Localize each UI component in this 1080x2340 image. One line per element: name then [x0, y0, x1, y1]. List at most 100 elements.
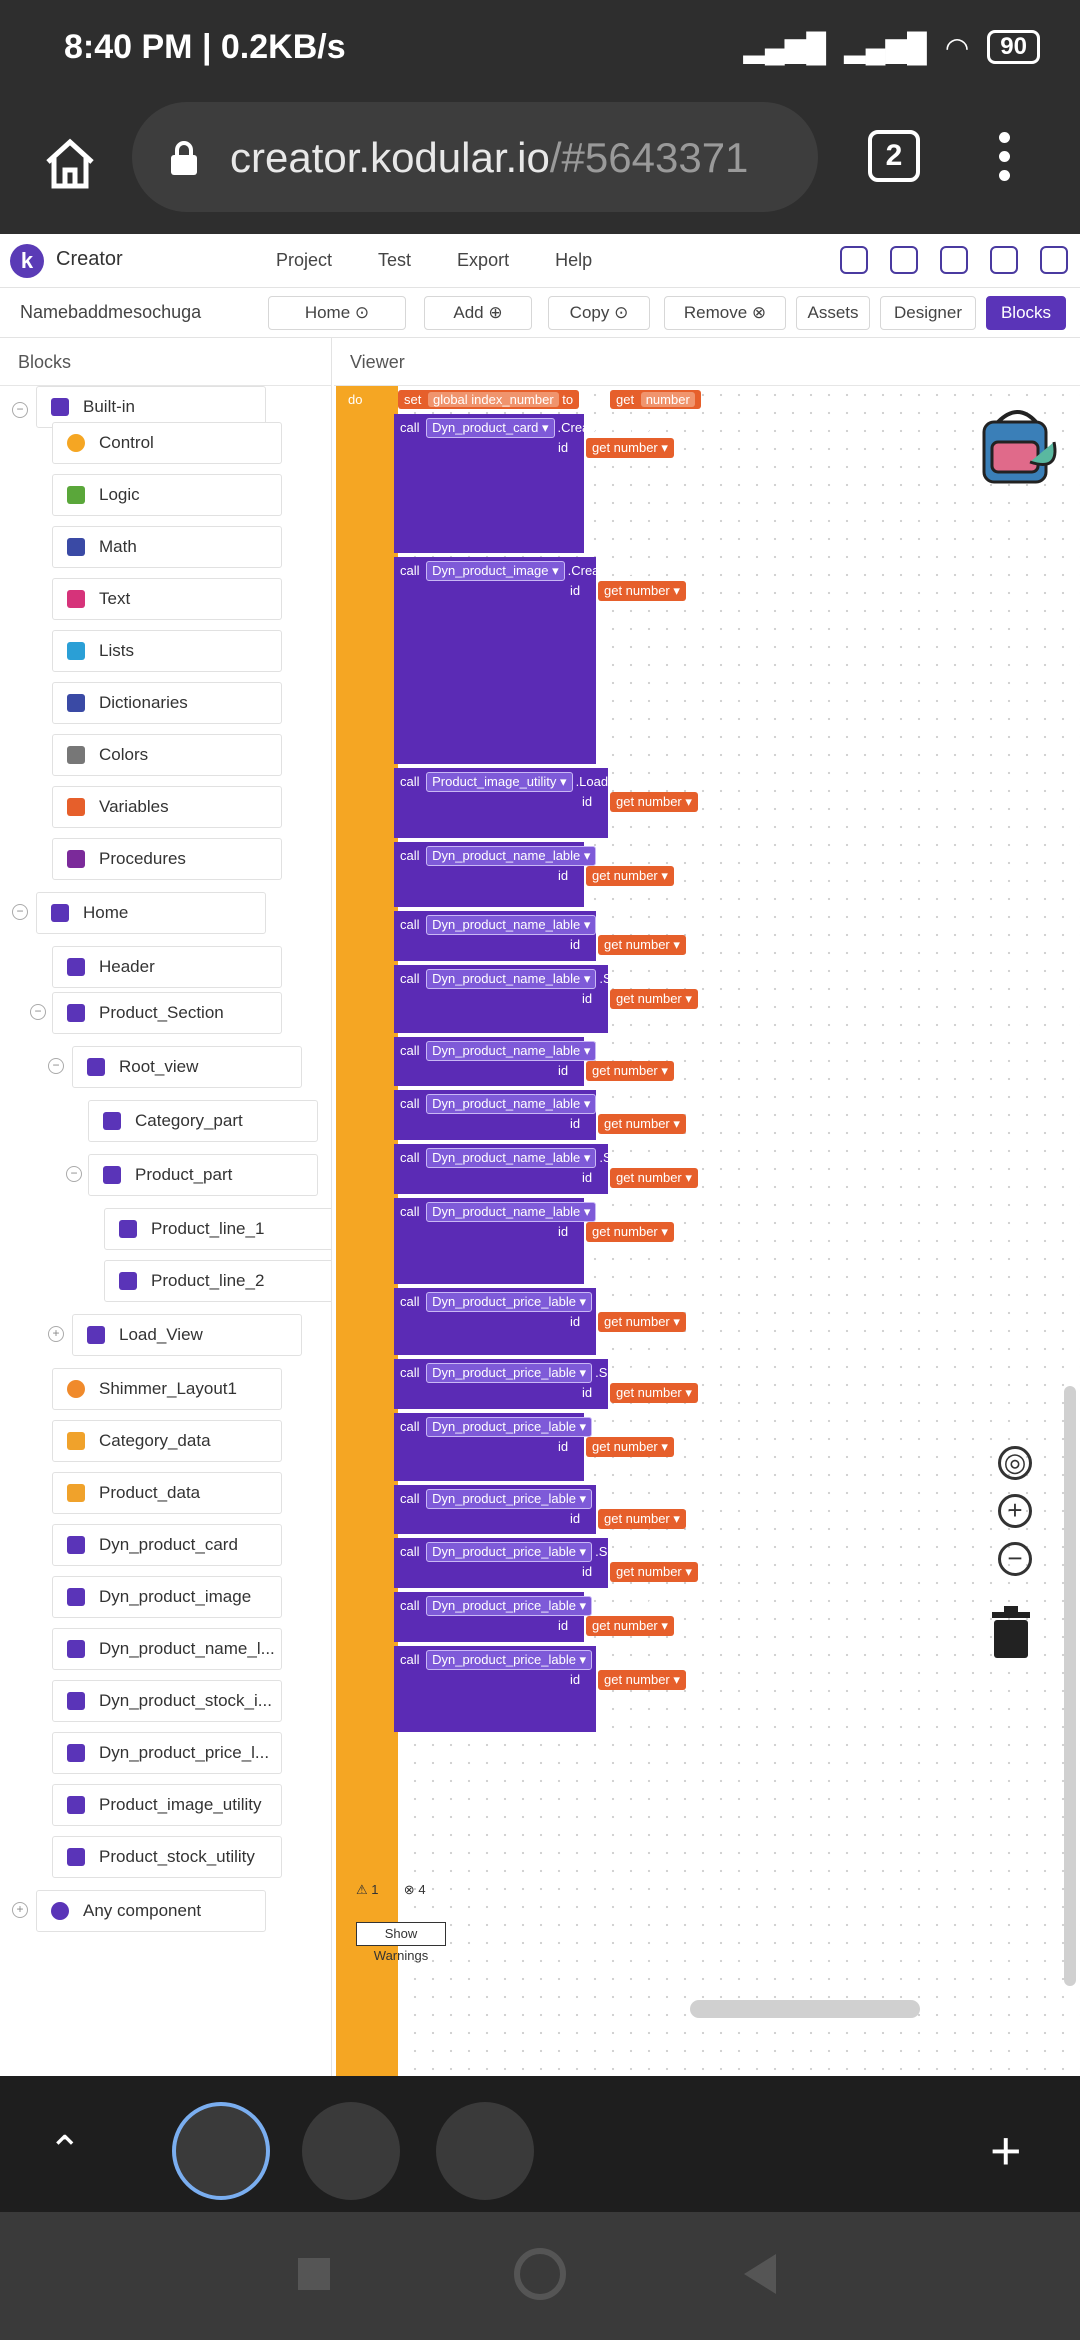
tree-procedures[interactable]: Procedures [52, 838, 282, 880]
horizontal-scrollbar[interactable] [690, 2000, 920, 2018]
nav-export[interactable]: Export [457, 250, 510, 270]
get-number-block[interactable]: get number ▾ [610, 791, 698, 812]
zoom-in-icon[interactable]: + [998, 1494, 1032, 1528]
palette-icon[interactable] [890, 246, 918, 274]
recenter-icon[interactable]: ◎ [998, 1446, 1032, 1480]
tree-product-line-1[interactable]: Product_line_1 [104, 1208, 331, 1250]
get-number-block[interactable]: get number ▾ [610, 1562, 698, 1583]
tree-dyn-product-card[interactable]: Dyn_product_card [52, 1524, 282, 1566]
overflow-menu-icon[interactable] [996, 132, 1012, 188]
tree-dyn-product-image[interactable]: Dyn_product_image [52, 1576, 282, 1618]
collapse-icon[interactable]: − [12, 402, 28, 418]
component-chip[interactable]: Product_image_utility ▾ [426, 771, 573, 792]
component-chip[interactable]: Dyn_product_price_lable ▾ [426, 1596, 593, 1617]
tree-lists[interactable]: Lists [52, 630, 282, 672]
nav-project[interactable]: Project [276, 250, 333, 270]
home-icon[interactable] [40, 134, 100, 194]
set-variable-block[interactable]: set global index_number to [398, 390, 580, 409]
plus-icon[interactable]: + [990, 2121, 1022, 2181]
get-number-block[interactable]: get number ▾ [586, 1437, 674, 1458]
tree-header[interactable]: Header [52, 946, 282, 988]
tree-product-line-2[interactable]: Product_line_2 [104, 1260, 331, 1302]
get-number-block[interactable]: get number ▾ [586, 1616, 674, 1637]
component-chip[interactable]: Dyn_product_card ▾ [426, 418, 555, 438]
tree-variables[interactable]: Variables [52, 786, 282, 828]
tree-product-image-utility[interactable]: Product_image_utility [52, 1784, 282, 1826]
account-icon[interactable] [1040, 246, 1068, 274]
tree-product-section[interactable]: Product_Section [52, 992, 282, 1034]
component-chip[interactable]: Dyn_product_price_lable ▾ [426, 1363, 593, 1384]
call-block[interactable]: call Dyn_product_price_lable ▾ .Create La… [394, 1287, 686, 1356]
back-icon[interactable] [744, 2254, 776, 2294]
component-chip[interactable]: Dyn_product_name_lable ▾ [426, 1040, 597, 1061]
nav-help[interactable]: Help [555, 250, 593, 270]
collapse-icon-product-section[interactable]: − [30, 1004, 46, 1020]
call-block[interactable]: call Dyn_product_name_lable ▾ .Set Font S… [394, 1036, 681, 1087]
trash-icon[interactable] [988, 1604, 1034, 1660]
call-block[interactable]: call Dyn_product_name_lable ▾ .Set Alignm… [394, 911, 686, 962]
dollar-icon[interactable] [990, 246, 1018, 274]
component-chip[interactable]: Dyn_product_price_lable ▾ [426, 1542, 593, 1563]
tree-logic[interactable]: Logic [52, 474, 282, 516]
call-block[interactable]: call Dyn_product_price_lable ▾ .Set Font … [394, 1484, 686, 1535]
get-number-block[interactable]: get number ▾ [610, 989, 698, 1010]
tree-text[interactable]: Text [52, 578, 282, 620]
component-chip[interactable]: Dyn_product_name_lable ▾ [426, 969, 597, 990]
zoom-out-icon[interactable]: − [998, 1542, 1032, 1576]
nav-test[interactable]: Test [378, 250, 412, 270]
add-screen-button[interactable]: Add ⊕ [424, 296, 532, 330]
tab-count-button[interactable]: 2 [868, 130, 920, 182]
component-chip[interactable]: Dyn_product_price_lable ▾ [426, 1650, 593, 1670]
component-chip[interactable]: Dyn_product_price_lable ▾ [426, 1417, 593, 1438]
component-chip[interactable]: Dyn_product_name_lable ▾ [426, 1148, 597, 1169]
airtable-app-icon[interactable] [302, 2102, 400, 2200]
call-block[interactable]: call Dyn_product_name_lable ▾ .Create Lab… [394, 841, 677, 908]
get-number-block[interactable]: get number ▾ [586, 438, 674, 458]
tree-any-component[interactable]: Any component [36, 1890, 266, 1932]
tree-category-data[interactable]: Category_data [52, 1420, 282, 1462]
folder-icon[interactable] [840, 246, 868, 274]
get-number-block[interactable]: get number ▾ [598, 1508, 686, 1529]
get-number-block[interactable]: get number ▾ [586, 1222, 674, 1242]
tree-product-stock-utility[interactable]: Product_stock_utility [52, 1836, 282, 1878]
url-text[interactable]: creator.kodular.io/#5643371 [230, 134, 815, 182]
assets-button[interactable]: Assets [796, 296, 870, 330]
get-number-block[interactable]: get number [610, 390, 701, 409]
call-block[interactable]: call Dyn_product_price_lable ▾ .Set Align… [394, 1359, 698, 1410]
get-number-block[interactable]: get number ▾ [586, 865, 674, 886]
home-nav-icon[interactable] [514, 2248, 566, 2300]
get-number-block[interactable]: get number ▾ [598, 935, 686, 956]
collapse-icon-root-view[interactable]: − [48, 1058, 64, 1074]
tree-math[interactable]: Math [52, 526, 282, 568]
show-warnings-button[interactable]: Show Warnings [356, 1922, 446, 1963]
blocks-workspace[interactable]: do set global index_number to get number… [334, 386, 1080, 2076]
call-block[interactable]: call Dyn_product_name_lable ▾ .Set Width g… [394, 1144, 698, 1194]
get-number-block[interactable]: get number ▾ [610, 1168, 698, 1189]
tree-dyn-product-stock[interactable]: Dyn_product_stock_i... [52, 1680, 282, 1722]
expand-icon-any[interactable]: + [12, 1902, 28, 1918]
component-chip[interactable]: Dyn_product_price_lable ▾ [426, 1291, 593, 1312]
bag-icon[interactable] [970, 402, 1066, 492]
remove-screen-button[interactable]: Remove ⊗ [664, 296, 786, 330]
tree-product-part[interactable]: Product_part [88, 1154, 318, 1196]
chevron-up-icon[interactable]: ⌃ [48, 2129, 82, 2173]
get-number-block[interactable]: get number ▾ [586, 1060, 674, 1081]
tree-root-view[interactable]: Root_view [72, 1046, 302, 1088]
designer-button[interactable]: Designer [880, 296, 976, 330]
component-chip[interactable]: Dyn_product_name_lable ▾ [426, 1202, 597, 1222]
component-chip[interactable]: Dyn_product_image ▾ [426, 561, 565, 582]
expand-icon-load-view[interactable]: + [48, 1326, 64, 1342]
tree-home[interactable]: Home [36, 892, 266, 934]
tree-control[interactable]: Control [52, 422, 282, 464]
call-block[interactable]: call Product_image_utility ▾ .Load Image … [394, 767, 698, 838]
docs-icon[interactable] [940, 246, 968, 274]
call-block[interactable]: call Dyn_product_card ▾ .Create Card View… [394, 414, 674, 554]
call-block[interactable]: call Dyn_product_image ▾ .Create Image get… [394, 557, 686, 764]
call-block[interactable]: call Dyn_product_name_lable ▾ .Set Font ge… [394, 965, 698, 1033]
component-chip[interactable]: Dyn_product_name_lable ▾ [426, 845, 597, 866]
tree-category-part[interactable]: Category_part [88, 1100, 318, 1142]
call-block[interactable]: call Dyn_product_price_lable ▾ .Set Font g… [394, 1413, 674, 1481]
tree-shimmer-layout[interactable]: Shimmer_Layout1 [52, 1368, 282, 1410]
collapse-icon-home[interactable]: − [12, 904, 28, 920]
recents-icon[interactable] [298, 2258, 330, 2290]
